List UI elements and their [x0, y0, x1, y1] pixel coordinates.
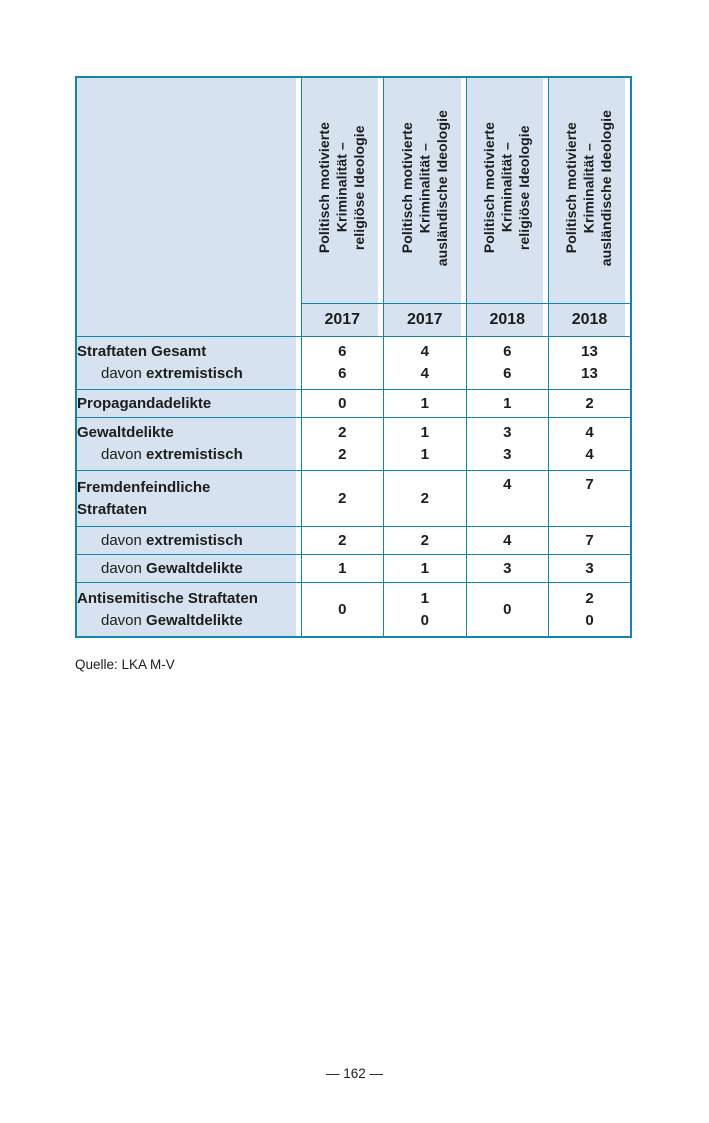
value-cell: 1: [465, 389, 549, 418]
page-number: — 162 —: [325, 1066, 384, 1081]
row-label-sub: davon extremistisch: [77, 530, 301, 552]
row-label-sub: davon extremistisch: [77, 363, 301, 385]
row-label-sub-word: extremistisch: [146, 446, 243, 463]
value-cell: 4 4: [548, 417, 632, 471]
value-cell: 0: [300, 389, 384, 418]
row-label: Antisemitische Straftaten davon Gewaltde…: [75, 582, 302, 638]
row-label-main: Antisemitische Straftaten: [77, 589, 258, 607]
table-row-propagandadelikte: Propagandadelikte 0 1 1 2: [75, 389, 632, 418]
value-cell: 1 0: [383, 582, 467, 638]
table-row-antisemitische-straftaten: Antisemitische Straftaten davon Gewaltde…: [75, 582, 632, 638]
row-label: Straftaten Gesamt davon extremistisch: [75, 336, 302, 390]
value-cell: 2: [548, 389, 632, 418]
value-cell: 1: [383, 554, 467, 583]
value-cell: 7: [548, 470, 632, 527]
value-cell: 13 13: [548, 336, 632, 390]
value-cell: 2: [383, 526, 467, 555]
row-label: Gewaltdelikte davon extremistisch: [75, 417, 302, 471]
row-label-sub-word: extremistisch: [146, 365, 243, 382]
row-label-sub-word: Gewaltdelikte: [146, 611, 243, 629]
column-title-text: Politisch motivierte Kriminalität – reli…: [481, 122, 532, 254]
table-row-davon-gewaltdelikte: davon Gewaltdelikte 1 1 3 3: [75, 554, 632, 583]
crime-statistics-table: Politisch motivierte Kriminalität – reli…: [75, 76, 632, 638]
row-label-sub-word: Gewaltdelikte: [146, 559, 243, 577]
value-cell: 3 3: [465, 417, 549, 471]
year-cell: 2018: [465, 303, 549, 337]
table-source-note: Quelle: LKA M-V: [75, 657, 175, 672]
row-label-main: Straftaten Gesamt: [77, 343, 207, 360]
row-label: davon Gewaltdelikte: [75, 554, 302, 583]
value-cell: 2: [300, 526, 384, 555]
row-label-main: Gewaltdelikte: [77, 424, 174, 441]
column-header-auslaendische-2018: Politisch motivierte Kriminalität – ausl…: [548, 76, 632, 304]
header-title-row: Politisch motivierte Kriminalität – reli…: [75, 76, 632, 337]
value-cell: 1: [300, 554, 384, 583]
value-cell: 6 6: [300, 336, 384, 390]
column-header-religioese-2017: Politisch motivierte Kriminalität – reli…: [300, 76, 384, 304]
value-cell: 4: [465, 470, 549, 527]
row-label-sub-prefix: davon: [101, 611, 147, 629]
value-cell: 2: [300, 470, 384, 527]
value-cell: 1 1: [383, 417, 467, 471]
row-label-sub: davon extremistisch: [77, 444, 301, 466]
value-cell: 2 0: [548, 582, 632, 638]
value-cell: 2: [383, 470, 467, 527]
value-cell: 7: [548, 526, 632, 555]
row-label-sub-prefix: davon: [101, 446, 147, 463]
row-label: davon extremistisch: [75, 526, 302, 555]
value-cell: 4: [465, 526, 549, 555]
value-cell: 3: [548, 554, 632, 583]
value-cell: 0: [300, 582, 384, 638]
year-cell: 2018: [548, 303, 632, 337]
row-label-sub-prefix: davon: [101, 531, 147, 549]
value-cell: 2 2: [300, 417, 384, 471]
row-label-sub-word: extremistisch: [146, 531, 243, 549]
table-row-gewaltdelikte: Gewaltdelikte davon extremistisch 2 2 1 …: [75, 417, 632, 471]
header-year-row: 2017 2017 2018 2018: [76, 303, 632, 337]
row-label-sub: davon Gewaltdelikte: [77, 558, 301, 580]
value-cell: 4 4: [383, 336, 467, 390]
row-label-main: Fremdenfeindliche Straftaten: [77, 478, 211, 518]
value-cell: 3: [465, 554, 549, 583]
column-title-text: Politisch motivierte Kriminalität – ausl…: [563, 109, 615, 267]
column-header-auslaendische-2017: Politisch motivierte Kriminalität – ausl…: [383, 76, 467, 304]
column-title-text: Politisch motivierte Kriminalität – reli…: [316, 122, 367, 254]
value-cell: 1: [383, 389, 467, 418]
table-row-straftaten-gesamt: Straftaten Gesamt davon extremistisch 6 …: [75, 336, 632, 390]
header-spacer-cell: [75, 76, 302, 337]
row-label-sub-prefix: davon: [101, 559, 147, 577]
row-label-sub: davon Gewaltdelikte: [77, 610, 301, 632]
table-row-davon-extremistisch: davon extremistisch 2 2 4 7: [75, 526, 632, 555]
row-label-main: Propagandadelikte: [77, 394, 212, 412]
value-cell: 0: [465, 582, 549, 638]
year-cell: 2017: [383, 303, 467, 337]
row-label: Fremdenfeindliche Straftaten: [75, 470, 302, 527]
year-cell: 2017: [300, 303, 384, 337]
table-row-fremdenfeindliche-straftaten: Fremdenfeindliche Straftaten 2 2 4 7: [75, 470, 632, 527]
row-label-sub-prefix: davon: [101, 365, 147, 382]
value-cell: 6 6: [465, 336, 549, 390]
column-header-religioese-2018: Politisch motivierte Kriminalität – reli…: [465, 76, 549, 304]
row-label: Propagandadelikte: [75, 389, 302, 418]
column-title-text: Politisch motivierte Kriminalität – ausl…: [398, 109, 450, 267]
